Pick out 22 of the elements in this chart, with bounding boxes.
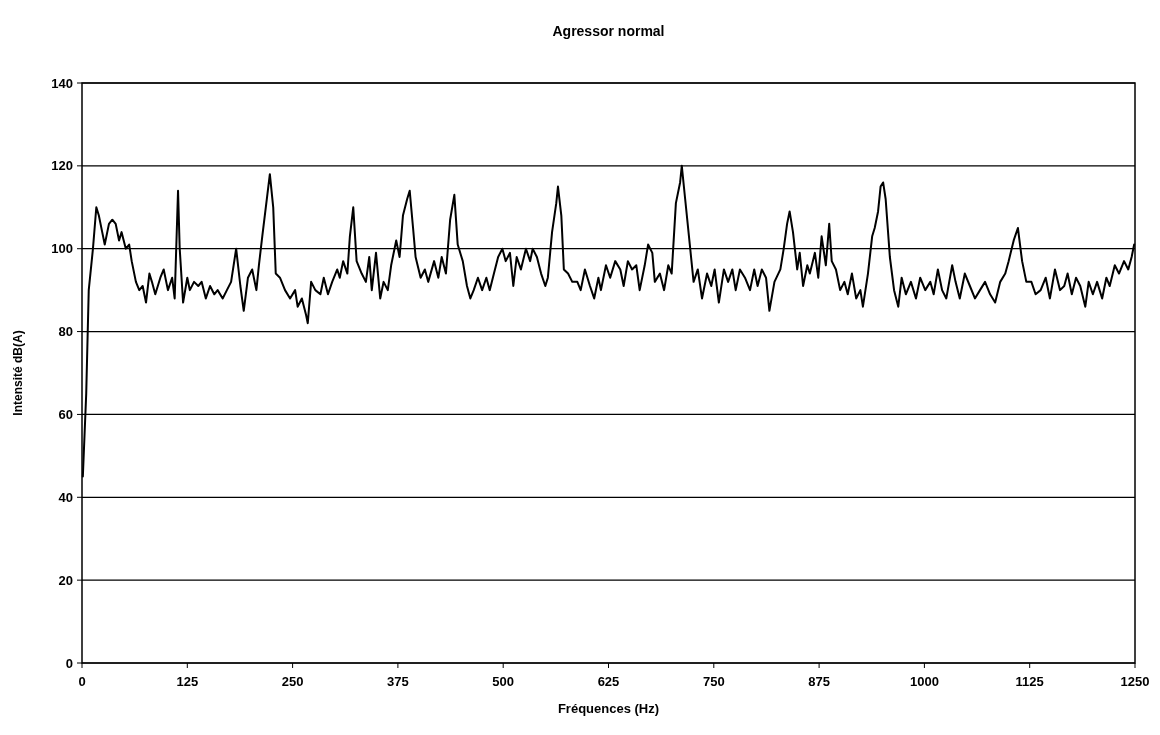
x-tick-label: 500 <box>492 674 515 689</box>
y-tick-label: 0 <box>65 655 73 671</box>
y-tick-label: 120 <box>51 158 73 174</box>
y-tick-label: 140 <box>51 75 73 91</box>
x-tick-label: 625 <box>597 674 620 689</box>
x-axis-title: Fréquences (Hz) <box>557 701 660 716</box>
x-tick-label: 0 <box>78 674 86 689</box>
x-tick-label: 1125 <box>1015 674 1044 689</box>
y-tick-label: 60 <box>58 406 73 422</box>
x-tick-label: 1250 <box>1120 674 1150 689</box>
y-tick-label: 100 <box>51 241 73 257</box>
y-axis-title: Intensité dB(A) <box>11 330 25 416</box>
chart-title: Agressor normal <box>552 23 665 39</box>
x-tick-label: 125 <box>176 674 199 689</box>
x-tick-label: 750 <box>702 674 725 689</box>
y-tick-label: 20 <box>58 572 73 588</box>
y-tick-label: 80 <box>58 324 73 340</box>
x-tick-label: 875 <box>808 674 830 689</box>
x-tick-label: 250 <box>281 674 304 689</box>
x-tick-label: 375 <box>387 674 409 689</box>
x-tick-label: 1000 <box>909 674 939 689</box>
y-tick-label: 40 <box>58 489 73 505</box>
